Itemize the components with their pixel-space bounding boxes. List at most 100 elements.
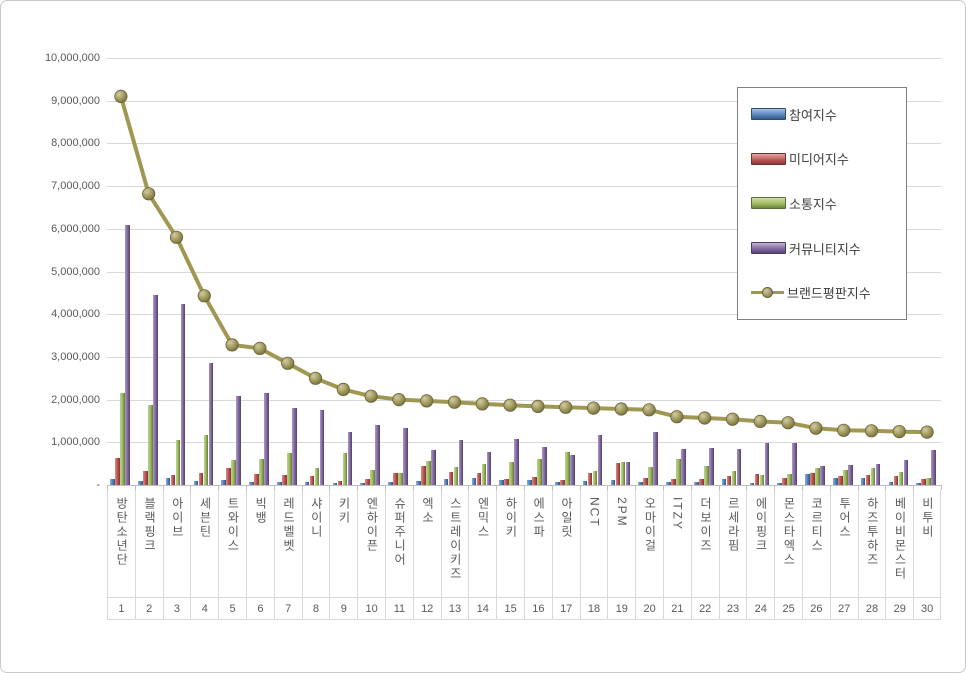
bar xyxy=(676,459,681,485)
category-label: 엑소 xyxy=(420,497,435,525)
axis-tick xyxy=(885,485,887,490)
category-cell: 아이브 xyxy=(162,490,191,597)
line-marker xyxy=(698,411,712,425)
axis-tick xyxy=(774,485,776,490)
bar xyxy=(587,473,593,485)
rank-label: 28 xyxy=(865,602,879,615)
axis-tick xyxy=(440,485,442,490)
rank-cell: 9 xyxy=(329,597,358,620)
rank-label: 19 xyxy=(615,602,628,615)
y-axis-label: 2,000,000 xyxy=(51,393,100,406)
bar xyxy=(843,470,848,485)
bar xyxy=(416,480,421,485)
bar xyxy=(208,363,214,485)
axis-tick xyxy=(357,485,359,490)
bar xyxy=(898,471,904,485)
category-label: 르세라핌 xyxy=(726,497,741,553)
line-marker xyxy=(614,402,628,416)
rank-cell: 3 xyxy=(162,597,191,620)
category-label: 엔하이픈 xyxy=(364,497,379,553)
bar xyxy=(648,467,653,485)
line-marker xyxy=(336,382,350,396)
bar xyxy=(287,452,292,485)
bar xyxy=(292,408,297,485)
category-cell: 엑소 xyxy=(412,490,441,597)
category-label: 레드벨벳 xyxy=(281,497,296,553)
rank-cell: 30 xyxy=(913,597,941,620)
category-label: ITZY xyxy=(670,497,685,531)
gridline xyxy=(107,356,941,358)
rank-label: 10 xyxy=(365,602,378,615)
bar xyxy=(820,465,825,485)
rank-cell: 7 xyxy=(273,597,302,620)
bar xyxy=(759,475,765,485)
category-label: NCT xyxy=(587,497,602,528)
legend-label: 소통지수 xyxy=(789,196,837,212)
bar xyxy=(625,462,631,485)
category-label: 더보이즈 xyxy=(698,497,713,553)
bar xyxy=(537,458,542,485)
legend-item: 미디어지수 xyxy=(751,149,906,168)
category-cell: 빅뱅 xyxy=(246,490,274,597)
bar xyxy=(875,464,881,485)
rank-cell: 26 xyxy=(802,597,830,620)
bar xyxy=(347,431,353,485)
bar xyxy=(448,472,454,485)
category-cell: 비투비 xyxy=(913,490,941,597)
bar xyxy=(764,443,770,485)
category-cell: 세븐틴 xyxy=(190,490,218,597)
bar xyxy=(620,461,626,485)
category-cell: 투어스 xyxy=(829,490,858,597)
axis-tick xyxy=(273,485,275,490)
bar xyxy=(721,479,727,485)
category-cell: 엔하이픈 xyxy=(357,490,385,597)
category-cell: 하즈투하즈 xyxy=(857,490,886,597)
rank-label: 27 xyxy=(838,602,851,615)
bar xyxy=(565,451,570,485)
line-marker xyxy=(253,341,267,355)
rank-label: 5 xyxy=(229,602,236,615)
rank-label: 11 xyxy=(393,602,406,615)
axis-tick xyxy=(551,485,553,490)
rank-cell: 4 xyxy=(190,597,219,620)
bar xyxy=(754,474,760,485)
bar xyxy=(198,473,204,485)
bar xyxy=(360,482,365,485)
bar xyxy=(704,466,709,485)
category-cell: 르세라핌 xyxy=(718,490,747,597)
bar xyxy=(342,453,348,485)
axis-tick xyxy=(162,485,164,490)
bar xyxy=(314,467,320,485)
rank-cell: 25 xyxy=(774,597,802,620)
axis-tick xyxy=(607,485,609,490)
bar xyxy=(694,481,699,485)
bar xyxy=(782,477,787,485)
line-marker xyxy=(670,410,684,424)
rank-label: 15 xyxy=(504,602,517,615)
category-label: 투어스 xyxy=(837,497,852,539)
rank-label: 21 xyxy=(671,602,684,615)
category-cell: 레드벨벳 xyxy=(273,490,302,597)
bar xyxy=(426,461,431,485)
line-marker xyxy=(503,398,517,412)
gridline xyxy=(107,442,941,444)
bar xyxy=(731,470,737,485)
rank-label: 3 xyxy=(173,602,181,615)
legend: 참여지수 미디어지수 소통지수 커뮤니티지수 브랜드평판지수 xyxy=(737,87,907,320)
legend-label: 브랜드평판지수 xyxy=(787,286,871,302)
rank-cell: 15 xyxy=(496,597,524,620)
category-cell: 블랙핑크 xyxy=(134,490,163,597)
rank-label: 29 xyxy=(893,602,906,615)
category-cell: 슈퍼주니어 xyxy=(385,490,413,597)
bar xyxy=(903,460,909,485)
bar xyxy=(926,477,931,485)
rank-cell: 24 xyxy=(746,597,775,620)
bar xyxy=(304,482,310,485)
legend-label: 커뮤니티지수 xyxy=(789,241,861,257)
category-cell: 코르티스 xyxy=(802,490,830,597)
category-cell: 더보이즈 xyxy=(690,490,719,597)
category-label: 하즈투하즈 xyxy=(865,497,880,567)
rank-cell: 27 xyxy=(829,597,858,620)
bar xyxy=(810,473,815,485)
rank-label: 2 xyxy=(146,602,153,615)
